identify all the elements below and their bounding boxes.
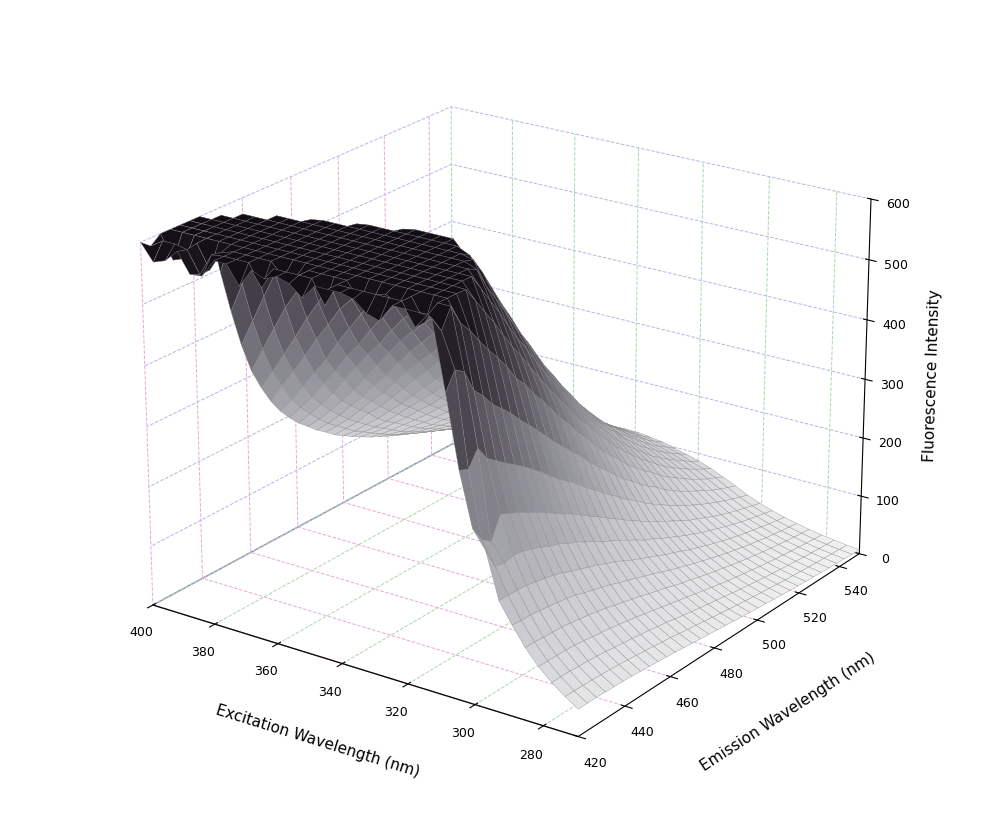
X-axis label: Excitation Wavelength (nm): Excitation Wavelength (nm) xyxy=(214,702,421,779)
Y-axis label: Emission Wavelength (nm): Emission Wavelength (nm) xyxy=(698,648,878,773)
